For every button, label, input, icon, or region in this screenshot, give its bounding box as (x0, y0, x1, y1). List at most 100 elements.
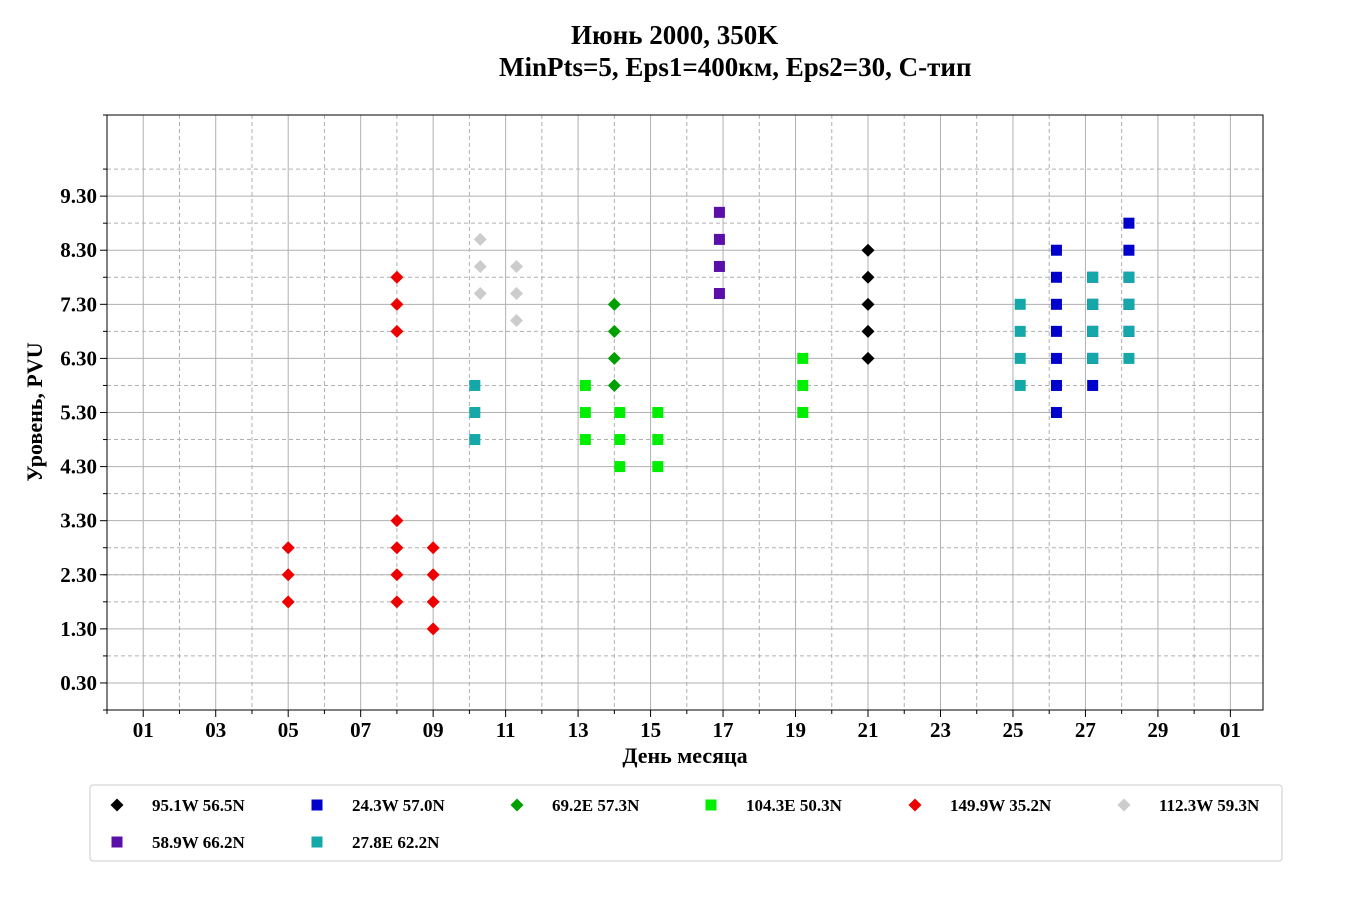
data-point (1014, 325, 1026, 337)
data-point (607, 351, 621, 365)
data-point (861, 351, 875, 365)
data-point (390, 297, 404, 311)
y-tick-labels: 0.30 1.30 2.30 3.30 4.30 5.30 6.30 7.30 8.30 9.30 (60, 184, 97, 695)
chart-title: Июнь 2000, 350K (571, 20, 779, 50)
data-point (1087, 352, 1099, 364)
y-tick-label: 3.30 (60, 509, 97, 533)
y-tick-label: 7.30 (60, 292, 97, 316)
data-point (797, 352, 809, 364)
x-tick-label: 03 (205, 718, 226, 742)
data-point (1050, 271, 1062, 283)
legend-label: 69.2E 57.3N (552, 796, 640, 815)
y-tick-label: 0.30 (60, 671, 97, 695)
data-point (579, 434, 591, 446)
chart-subtitle: MinPts=5, Eps1=400км, Eps2=30, С-тип (499, 52, 972, 82)
data-point (469, 379, 481, 391)
data-point (509, 259, 523, 273)
x-tick-label: 01 (1220, 718, 1241, 742)
data-point (390, 514, 404, 528)
x-tick-label: 25 (1002, 718, 1023, 742)
x-axis-label: День месяца (622, 743, 747, 768)
legend-label: 112.3W 59.3N (1159, 796, 1260, 815)
data-point (1123, 352, 1135, 364)
data-point (1050, 352, 1062, 364)
data-point (713, 288, 725, 299)
legend-marker (705, 799, 717, 811)
y-tick-label: 9.30 (60, 184, 97, 208)
data-point (861, 324, 875, 338)
data-point (509, 287, 523, 300)
data-point (652, 461, 664, 473)
data-point (1087, 325, 1099, 337)
data-point (1123, 298, 1135, 310)
data-point (473, 232, 487, 246)
x-tick-label: 05 (278, 718, 299, 742)
data-point (713, 206, 725, 218)
x-tick-label: 15 (640, 718, 661, 742)
data-point (281, 568, 295, 582)
data-point (607, 324, 621, 338)
axis-ticks (100, 114, 1231, 717)
y-tick-label: 8.30 (60, 238, 97, 262)
x-tick-label: 29 (1147, 718, 1168, 742)
data-point (469, 434, 481, 446)
data-point (713, 260, 725, 272)
x-tick-label: 23 (930, 718, 951, 742)
data-point (1050, 379, 1062, 391)
data-point (390, 270, 404, 284)
data-point (607, 378, 621, 392)
data-point (797, 407, 809, 418)
data-markers (281, 206, 1135, 636)
data-point (861, 297, 875, 311)
data-point (1123, 217, 1135, 229)
data-point (1050, 298, 1062, 310)
legend-label: 104.3E 50.3N (746, 796, 843, 815)
major-gridlines (107, 115, 1263, 710)
x-tick-label: 01 (133, 718, 154, 742)
data-point (390, 568, 404, 582)
y-tick-label: 6.30 (60, 346, 97, 370)
data-point (426, 595, 440, 609)
data-point (1123, 325, 1135, 337)
data-point (473, 259, 487, 273)
legend-label: 95.1W 56.5N (152, 796, 245, 815)
data-point (1050, 325, 1062, 337)
data-point (509, 314, 523, 328)
x-tick-labels: 01 03 05 07 09 11 13 15 17 19 21 23 25 27 29 01 (133, 718, 1241, 742)
x-tick-label: 13 (568, 718, 589, 742)
data-point (614, 407, 626, 418)
data-point (426, 541, 440, 555)
data-point (1014, 352, 1026, 364)
data-point (1050, 244, 1062, 256)
legend-label: 149.9W 35.2N (950, 796, 1052, 815)
data-point (473, 287, 487, 300)
data-point (1087, 298, 1099, 310)
data-point (652, 434, 664, 446)
legend-marker (111, 836, 123, 848)
y-tick-label: 4.30 (60, 455, 97, 479)
legend: 95.1W 56.5N 24.3W 57.0N 69.2E 57.3N 104.3E … (110, 796, 1260, 852)
x-tick-label: 19 (785, 718, 806, 742)
data-point (390, 324, 404, 338)
data-point (426, 568, 440, 582)
x-tick-label: 09 (423, 718, 444, 742)
data-point (861, 243, 875, 257)
legend-label: 27.8E 62.2N (352, 833, 440, 852)
x-tick-label: 17 (713, 718, 734, 742)
data-point (797, 379, 809, 391)
y-axis-label: Уровень, PVU (22, 342, 47, 481)
x-tick-label: 27 (1075, 718, 1096, 742)
x-tick-label: 07 (350, 718, 371, 742)
legend-label: 58.9W 66.2N (152, 833, 245, 852)
y-tick-label: 2.30 (60, 563, 97, 587)
data-point (579, 379, 591, 391)
data-point (281, 595, 295, 609)
data-point (1123, 244, 1135, 256)
legend-marker (110, 798, 124, 812)
x-tick-label: 11 (496, 718, 516, 742)
y-tick-label: 1.30 (60, 617, 97, 641)
y-tick-label: 5.30 (60, 401, 97, 425)
data-point (607, 297, 621, 311)
data-point (652, 407, 664, 418)
data-point (1014, 298, 1026, 310)
